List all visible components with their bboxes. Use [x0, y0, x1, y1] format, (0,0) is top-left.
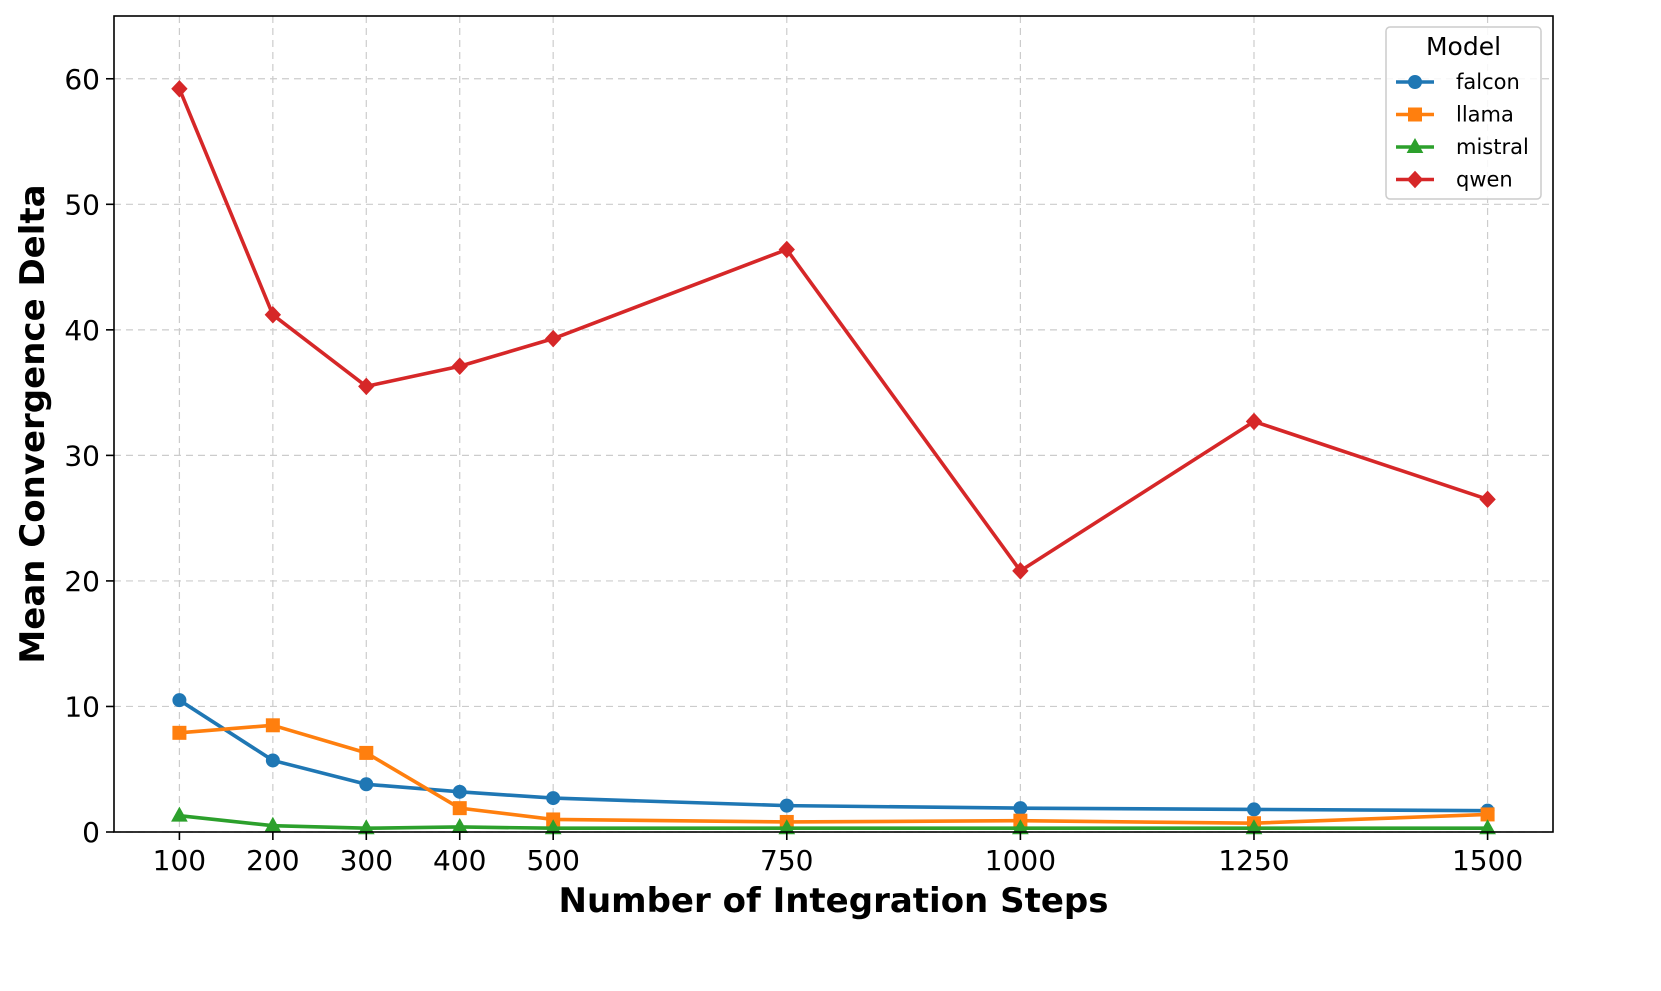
y-tick-label: 10: [64, 690, 100, 723]
series-falcon: [172, 693, 1495, 818]
data-point-mistral: [171, 806, 188, 822]
series-mistral: [171, 806, 1496, 835]
legend-box: [1385, 26, 1542, 200]
grid-lines: [114, 16, 1553, 833]
x-tick-label: 1500: [1452, 844, 1523, 877]
x-axis-label: Number of Integration Steps: [559, 881, 1109, 921]
data-point-qwen: [171, 80, 188, 98]
series-lines: [171, 80, 1496, 835]
y-tick-label: 50: [64, 188, 100, 221]
axis-ticks: 100 200 300 400 500 750 1000 1250 1500 0 10 20 30 40 5…: [64, 63, 1523, 877]
data-point-falcon: [265, 753, 280, 768]
data-point-qwen: [264, 306, 282, 324]
x-tick-label: 500: [526, 844, 579, 877]
x-tick-label: 1250: [1218, 844, 1289, 877]
legend-marker-mistral: [1406, 137, 1424, 153]
data-point-qwen: [1012, 562, 1029, 580]
series-llama: [172, 718, 1495, 831]
data-point-qwen: [451, 357, 468, 375]
data-point-falcon: [359, 777, 374, 792]
y-tick-label: 0: [82, 816, 100, 849]
data-point-qwen: [1245, 412, 1263, 431]
data-point-qwen: [358, 377, 375, 396]
x-tick-label: 200: [246, 844, 299, 877]
data-point-falcon: [546, 791, 561, 806]
y-tick-label: 60: [64, 63, 100, 96]
data-point-falcon: [452, 784, 467, 799]
y-axis-label: Mean Convergence Delta: [13, 184, 53, 663]
y-tick-label: 30: [64, 439, 100, 472]
data-point-llama: [359, 745, 374, 760]
x-tick-label: 100: [153, 844, 206, 877]
legend: Model falcon llama mistral qwen: [1385, 26, 1542, 200]
y-tick-label: 20: [64, 565, 100, 598]
data-point-falcon: [1013, 801, 1028, 816]
legend-label-qwen: qwen: [1456, 168, 1513, 192]
data-point-falcon: [779, 798, 794, 813]
x-tick-label: 300: [340, 844, 393, 877]
series-qwen: [171, 80, 1496, 580]
y-tick-label: 40: [64, 314, 100, 347]
legend-marker-qwen: [1406, 170, 1424, 189]
data-point-llama: [172, 725, 187, 740]
data-point-falcon: [1246, 802, 1261, 817]
data-point-qwen: [778, 240, 795, 259]
legend-label-mistral: mistral: [1456, 135, 1529, 159]
legend-title: Model: [1426, 32, 1501, 61]
data-point-qwen: [544, 329, 562, 348]
legend-marker-llama: [1408, 107, 1422, 122]
data-point-llama: [1480, 807, 1495, 822]
legend-label-falcon: falcon: [1456, 70, 1520, 94]
legend-marker-falcon: [1408, 75, 1422, 89]
series-line-falcon: [178, 698, 1488, 813]
plot-frame: [113, 15, 1554, 833]
x-tick-label: 400: [433, 844, 486, 877]
legend-label-llama: llama: [1456, 103, 1514, 127]
data-point-qwen: [1479, 490, 1496, 509]
data-point-llama: [452, 801, 467, 816]
data-point-falcon: [172, 693, 187, 708]
x-tick-label: 1000: [985, 844, 1056, 877]
x-tick-label: 750: [760, 844, 813, 877]
data-point-llama: [265, 718, 280, 733]
